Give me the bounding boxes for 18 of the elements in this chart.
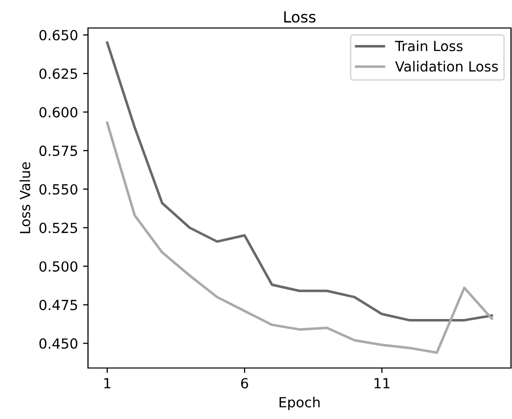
y-tick-label: 0.500 [39,261,78,272]
y-tick-label: 0.450 [39,338,78,349]
y-tick-label: 0.575 [39,146,78,156]
y-tick-label: 0.625 [39,68,78,79]
y-tick-label: 0.550 [39,184,78,195]
x-tick-label: 6 [241,378,248,388]
x-axis-title: Epoch [280,396,320,410]
legend-label: Train Loss [394,40,463,52]
line-series [106,122,494,354]
y-tick-label: 0.600 [39,107,78,118]
legend-label: Validation Loss [395,60,498,72]
x-tick-label: 11 [374,378,390,388]
y-tick-label: 0.525 [39,222,78,234]
y-tick-label: 0.650 [39,30,78,40]
y-axis-title: Loss Value [20,162,30,234]
x-tick-label: 1 [104,378,110,388]
chart-title: Loss [284,11,316,23]
y-tick-label: 0.475 [39,300,78,310]
